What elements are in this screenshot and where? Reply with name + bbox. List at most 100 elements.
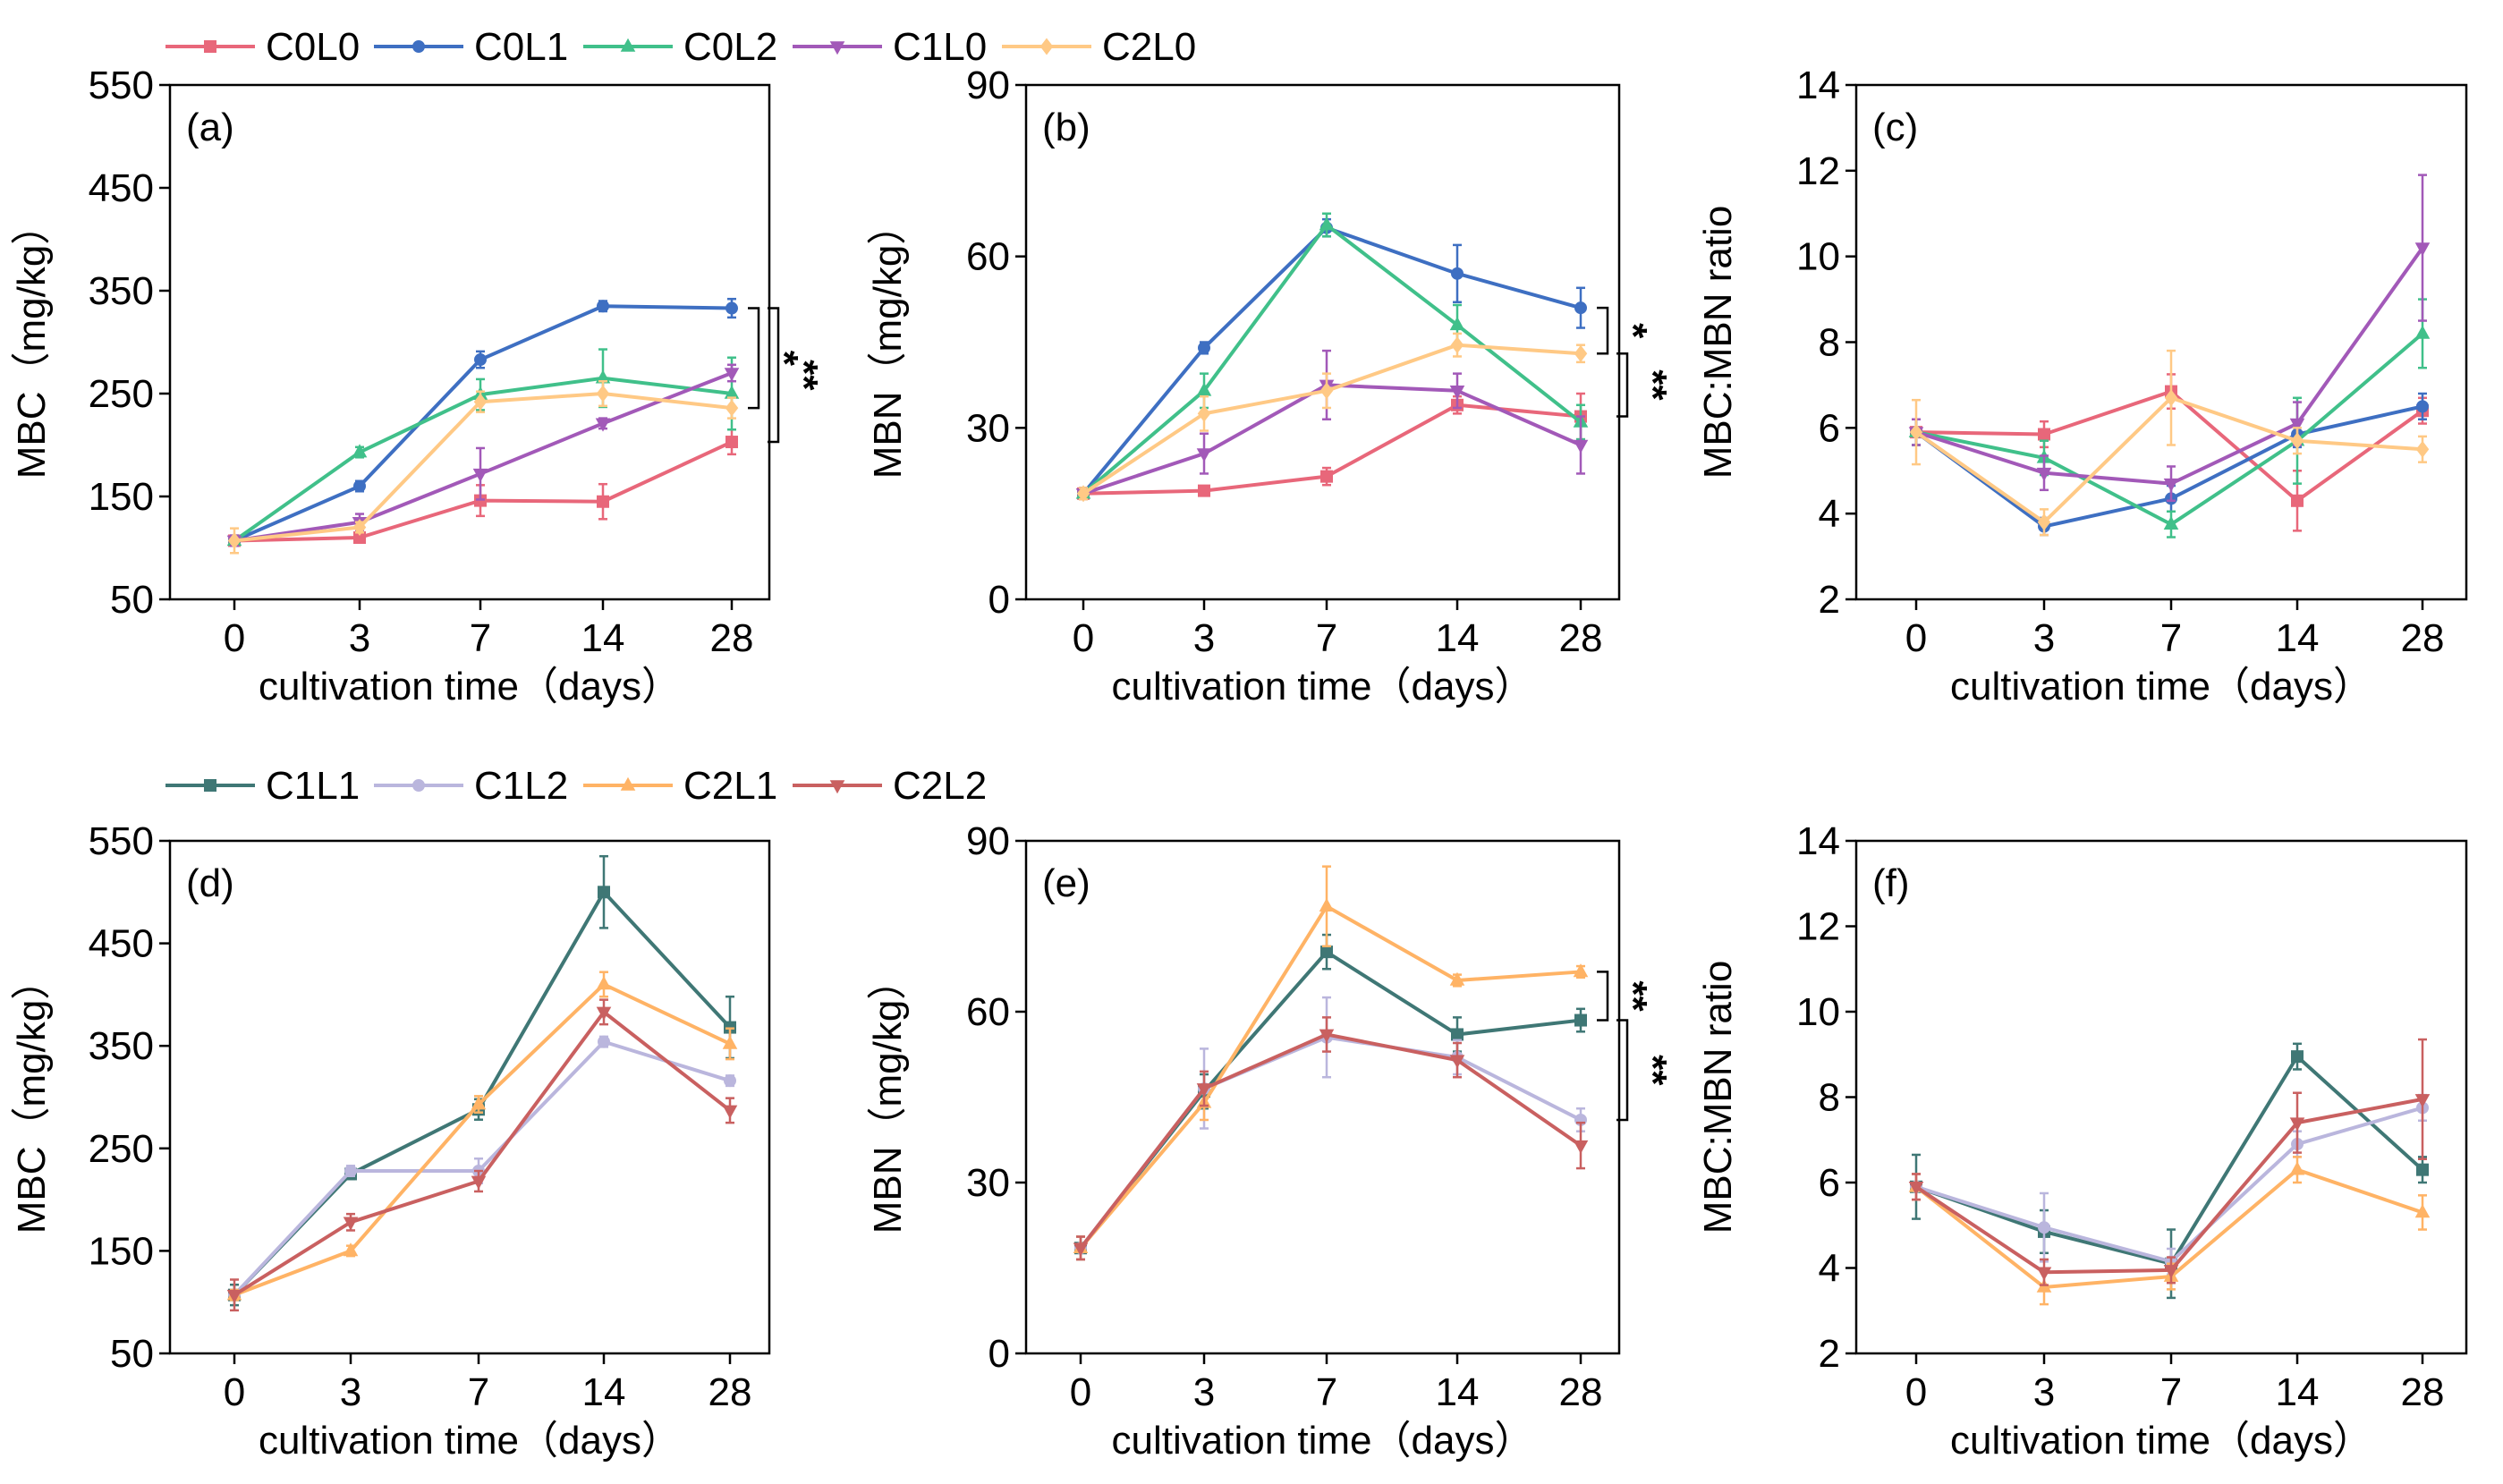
x-tick-label: 14: [582, 1370, 626, 1414]
data-point-C1L0: [595, 418, 611, 432]
y-tick-label: 50: [110, 578, 154, 622]
series-line-C2L2: [233, 1010, 732, 1297]
panel-label: (b): [1042, 106, 1090, 149]
data-point-C2L0: [2164, 389, 2178, 407]
data-point-C2L1: [722, 1035, 738, 1049]
legend-marker: [620, 38, 636, 52]
legend-marker: [620, 776, 636, 791]
panel-d: 50 150 250 350 450 550 0 3 7 14 28 cultivation time…: [10, 819, 771, 1463]
legend-item-C1L1: C1L1: [165, 764, 360, 808]
x-tick-label: 14: [1436, 616, 1480, 660]
y-tick-label: 4: [1819, 492, 1840, 536]
panel-label: (e): [1042, 861, 1090, 905]
x-tick-label: 14: [2276, 1370, 2320, 1414]
x-tick-label: 0: [1905, 616, 1927, 660]
series-line-C2L0: [233, 392, 733, 543]
data-point-C2L0: [2290, 432, 2304, 450]
x-tick-label: 3: [340, 1370, 361, 1414]
data-point-C2L1: [2414, 1204, 2431, 1218]
legend-marker: [412, 40, 425, 53]
legend-item-C1L0: C1L0: [793, 25, 987, 69]
panel-label: (f): [1872, 861, 1910, 905]
series-line-C1L2: [1079, 1035, 1582, 1250]
series-C2L0: [227, 379, 739, 555]
data-point-C1L0: [1196, 448, 1212, 462]
data-point-C0L1: [1574, 301, 1587, 315]
y-tick-label: 90: [966, 819, 1010, 863]
x-tick-label: 7: [468, 1370, 489, 1414]
legend-item-C2L2: C2L2: [793, 764, 987, 808]
x-tick-label: 7: [2160, 1370, 2182, 1414]
y-tick-label: 12: [1796, 149, 1840, 193]
y-tick-label: 60: [966, 235, 1010, 279]
series-line-C1L1: [1079, 950, 1582, 1250]
series-C2L0: [1909, 349, 2430, 537]
series-C1L2: [228, 1035, 736, 1302]
significance-bracket: [1597, 306, 1609, 355]
significance-bracket: [748, 307, 760, 410]
data-point-C1L0: [2414, 242, 2431, 257]
x-tick-label: 14: [2276, 616, 2320, 660]
legend-1: C0L0 C0L1 C0L2 C1L0 C2L0: [165, 25, 1196, 69]
data-point-C2L1: [1573, 963, 1589, 978]
data-point-C1L1: [1320, 946, 1333, 959]
x-tick-label: 28: [708, 1370, 752, 1414]
y-tick-label: 350: [89, 1024, 154, 1068]
legend-label: C0L1: [474, 25, 568, 69]
data-point-C0L0: [597, 495, 609, 508]
data-point-C1L1: [2291, 1050, 2304, 1064]
data-point-C2L1: [1319, 897, 1335, 912]
data-point-C0L2: [1449, 317, 1465, 331]
series-line-C0L2: [1082, 223, 1582, 496]
data-point-C1L2: [598, 1035, 610, 1048]
x-axis-title: cultivation time（days）: [1112, 665, 1534, 708]
y-tick-label: 2: [1819, 1332, 1840, 1376]
x-tick-label: 0: [1070, 1370, 1091, 1414]
data-point-C2L0: [1076, 485, 1090, 503]
y-axis-title: MBC（mg/kg）: [10, 961, 54, 1234]
legend-marker: [204, 779, 216, 792]
data-point-C1L2: [344, 1165, 357, 1178]
series-line-C0L0: [233, 440, 733, 543]
data-point-C1L1: [1451, 1028, 1464, 1041]
legend-marker: [1039, 38, 1054, 55]
y-tick-label: 0: [988, 578, 1010, 622]
data-point-C2L2: [1196, 1083, 1212, 1098]
x-tick-label: 3: [1193, 1370, 1215, 1414]
y-tick-label: 12: [1796, 905, 1840, 949]
series-C2L1: [1073, 865, 1589, 1261]
legend-item-C0L1: C0L1: [374, 25, 568, 69]
plot-frame: [1024, 839, 1621, 1355]
series-line-C0L1: [1082, 225, 1582, 496]
data-point-C1L0: [472, 468, 488, 482]
data-point-C2L1: [343, 1242, 359, 1257]
x-tick-label: 0: [224, 1370, 245, 1414]
data-point-C2L1: [596, 976, 612, 990]
data-point-C2L2: [2163, 1265, 2179, 1279]
data-point-C1L1: [2416, 1163, 2429, 1176]
x-tick-label: 7: [2160, 616, 2182, 660]
data-point-C2L2: [343, 1217, 359, 1231]
y-tick-label: 14: [1796, 64, 1840, 107]
legend-label: C2L2: [893, 764, 987, 808]
series-C2L2: [1908, 1038, 2431, 1286]
x-tick-label: 3: [2033, 1370, 2055, 1414]
y-axis-title: MBN（mg/kg）: [866, 961, 910, 1234]
data-point-C2L0: [352, 519, 367, 536]
y-tick-label: 30: [966, 1161, 1010, 1205]
x-tick-label: 7: [1316, 1370, 1337, 1414]
x-tick-label: 28: [1559, 616, 1603, 660]
legend-label: C0L0: [266, 25, 360, 69]
significance-bracket: [768, 307, 780, 444]
legend-item-C1L2: C1L2: [374, 764, 568, 808]
data-point-C2L0: [2037, 513, 2051, 531]
data-point-C0L0: [1198, 484, 1210, 497]
panel-e: 0 30 60 90 0 3 7 14 28 cultivation time（days） MBN（…: [866, 819, 1675, 1463]
data-point-C2L0: [1197, 404, 1211, 422]
x-tick-label: 28: [1559, 1370, 1603, 1414]
x-axis-title: cultivation time（days）: [1950, 1419, 2372, 1463]
y-tick-label: 60: [966, 990, 1010, 1034]
y-tick-label: 450: [89, 922, 154, 966]
data-point-C0L0: [2038, 428, 2050, 441]
